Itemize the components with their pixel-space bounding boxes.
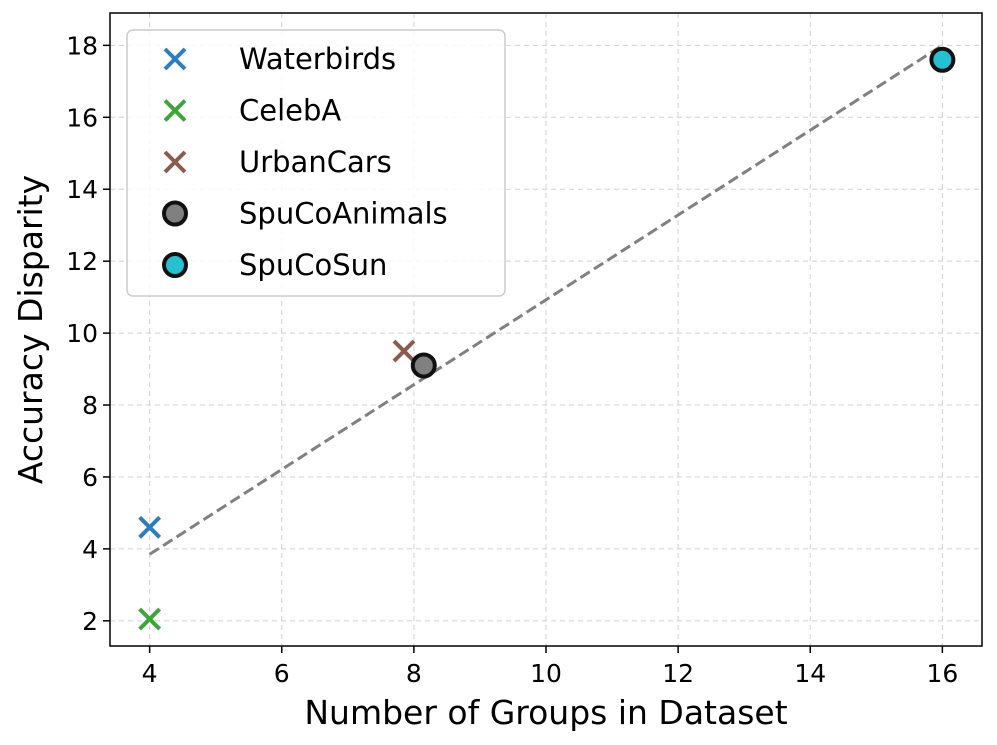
grid [110,13,982,646]
x-tick-label: 16 [926,659,958,688]
legend-label: SpuCoAnimals [239,197,448,231]
legend-label: SpuCoSun [239,248,387,282]
legend-label: Waterbirds [239,42,396,76]
x-tick-label: 10 [530,659,562,688]
axis-ticks: 4 6 8 10 12 14 16 2 4 6 8 10 12 14 16 18 [66,31,958,688]
x-tick-label: 8 [406,659,422,688]
legend: Waterbirds CelebA UrbanCars SpuCoAnimals Spu… [126,29,506,297]
legend-marker-spucosun [162,252,188,278]
x-tick-label: 4 [142,659,158,688]
data-points [138,46,956,631]
point-celeba [138,607,162,631]
legend-marker-urbancars [163,150,187,174]
legend-box [126,29,506,297]
x-axis-label: Number of Groups in Dataset [304,693,787,732]
legend-marker-celeba [163,99,187,122]
y-tick-label: 2 [82,607,98,636]
x-tick-label: 6 [274,659,290,688]
y-tick-label: 16 [66,103,98,132]
y-tick-label: 18 [66,31,98,60]
y-axis-label: Accuracy Disparity [11,175,50,484]
y-tick-label: 6 [82,463,98,492]
trendline-layer [148,44,944,556]
y-tick-label: 4 [82,535,98,564]
point-spucoanimals [410,352,437,379]
point-spucosun [929,46,956,73]
trendline [148,44,944,556]
y-tick-label: 14 [66,175,98,204]
point-urbancars [392,339,416,363]
x-tick-label: 14 [794,659,826,688]
x-tick-label: 12 [662,659,694,688]
legend-label: UrbanCars [239,145,392,179]
y-tick-label: 8 [82,391,98,420]
legend-marker-waterbirds [163,47,187,71]
y-tick-label: 12 [66,247,98,276]
point-waterbirds [138,515,162,539]
y-tick-label: 10 [66,319,98,348]
legend-marker-spucoanimals [162,200,188,227]
legend-label: CelebA [239,94,341,128]
